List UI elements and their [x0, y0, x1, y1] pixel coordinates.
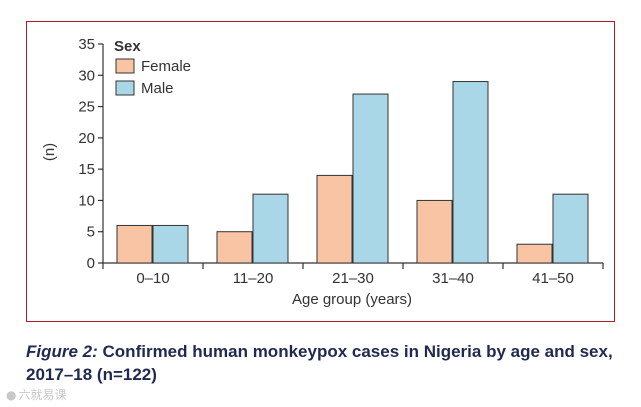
x-tick-label: 31–40 [432, 270, 474, 287]
bar-female-1 [216, 231, 253, 264]
x-tick-label: 41–50 [532, 270, 574, 287]
y-tick-label: 5 [87, 224, 95, 241]
bars-group [116, 81, 589, 264]
bar-male-4 [552, 193, 589, 264]
y-tick-label: 20 [78, 130, 95, 147]
y-tick-label: 35 [78, 36, 95, 53]
figure-caption: Figure 2: Confirmed human monkeypox case… [26, 340, 626, 386]
bar-female-3 [416, 199, 453, 264]
bar-female-0 [116, 224, 153, 264]
y-tick-label: 0 [87, 255, 95, 272]
legend-swatch-female [115, 58, 135, 74]
y-tick-label: 30 [78, 67, 95, 84]
figure-caption-text: Confirmed human monkeypox cases in Niger… [26, 342, 613, 384]
wechat-icon: ● [6, 388, 17, 402]
watermark-text: 六就易课 [18, 388, 67, 402]
x-tick-label: 0–10 [136, 270, 169, 287]
bar-female-2 [316, 174, 353, 264]
bar-male-3 [452, 81, 489, 264]
y-axis-label: (n) [41, 143, 58, 161]
bar-male-2 [352, 93, 389, 264]
bar-female-4 [516, 243, 553, 264]
y-tick-label: 25 [78, 99, 95, 116]
bar-male-0 [152, 224, 189, 264]
bar-male-1 [252, 193, 289, 264]
y-tick-label: 15 [78, 161, 95, 178]
y-tick-label: 10 [78, 192, 95, 209]
x-axis: 0–10 11–20 21–30 31–40 41–50 [102, 262, 604, 287]
legend-title: Sex [114, 38, 141, 55]
legend-label-male: Male [141, 80, 174, 97]
figure-label: Figure 2: [26, 342, 98, 361]
legend-swatch-male [115, 80, 135, 96]
legend-label-female: Female [141, 58, 191, 75]
watermark: ● 六就易课 [6, 386, 67, 403]
chart-frame [26, 21, 615, 322]
x-tick-label: 11–20 [233, 270, 274, 287]
x-axis-label: Age group (years) [292, 291, 412, 308]
x-tick-label: 21–30 [332, 270, 374, 287]
y-axis: 0 5 10 15 20 25 30 35 [78, 36, 104, 272]
